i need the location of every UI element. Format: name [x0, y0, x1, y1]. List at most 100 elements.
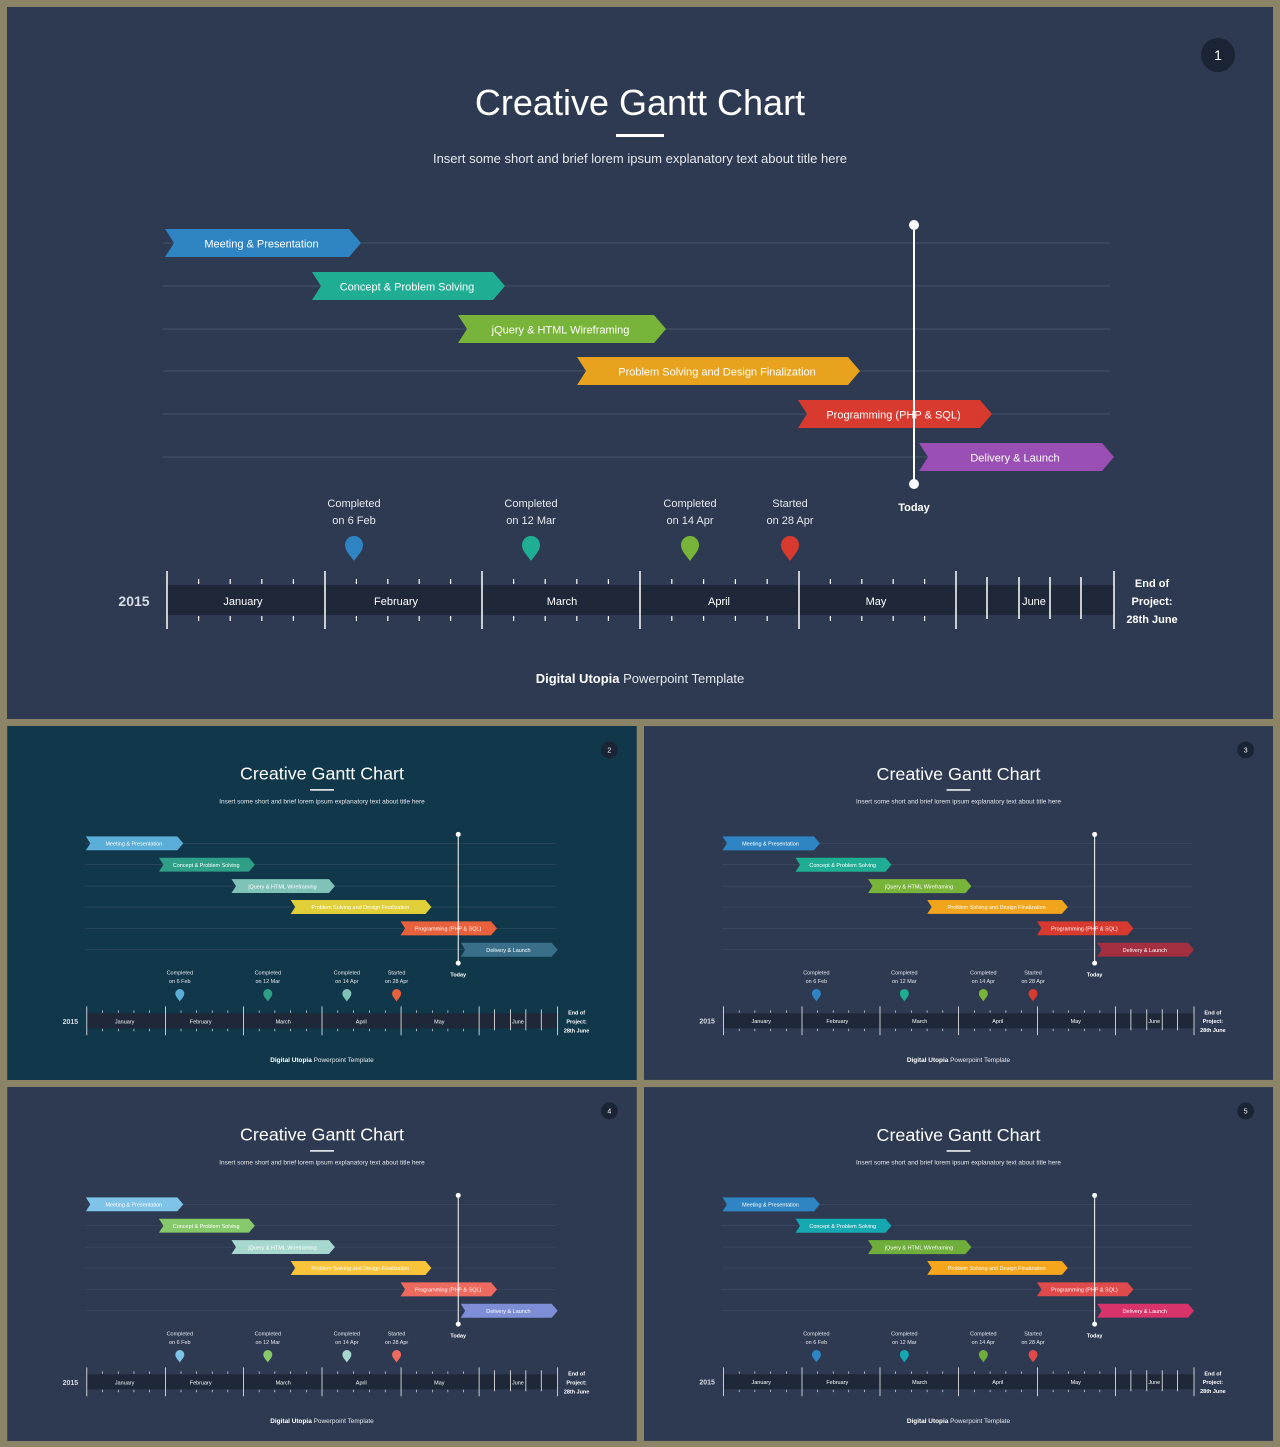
task-label[interactable]: Meeting & Presentation [742, 1203, 799, 1209]
task-bar-6[interactable]: Delivery & Launch [460, 942, 558, 957]
milestone-3[interactable]: Completed on 14 Apr [970, 971, 997, 1002]
task-label[interactable]: Concept & Problem Solving [809, 1224, 876, 1230]
task-arrow[interactable] [231, 879, 335, 894]
task-label[interactable]: jQuery & HTML Wireframing [491, 325, 630, 337]
task-bar-1[interactable]: Meeting & Presentation [722, 1197, 820, 1212]
task-label[interactable]: Problem Solving and Design Finalization [311, 1266, 409, 1272]
milestone-3[interactable]: Completed on 14 Apr [663, 498, 717, 561]
task-label[interactable]: Problem Solving and Design Finalization [948, 905, 1046, 911]
map-pin-icon[interactable] [263, 1350, 273, 1363]
task-arrow[interactable] [1097, 1303, 1195, 1318]
task-label[interactable]: jQuery & HTML Wireframing [247, 1245, 316, 1251]
task-arrow[interactable] [1037, 921, 1134, 936]
task-bar-3[interactable]: jQuery & HTML Wireframing [868, 1240, 972, 1255]
task-arrow[interactable] [290, 1261, 432, 1275]
task-bar-5[interactable]: Programming (PHP & SQL) [798, 400, 992, 428]
task-bar-2[interactable]: Concept & Problem Solving [795, 857, 892, 872]
task-arrow[interactable] [312, 272, 505, 300]
map-pin-icon[interactable] [522, 536, 540, 561]
task-label[interactable]: Concept & Problem Solving [173, 863, 240, 869]
task-arrow[interactable] [158, 857, 255, 872]
task-arrow[interactable] [290, 900, 432, 914]
map-pin-icon[interactable] [811, 1349, 821, 1363]
slide-5[interactable]: 5 Creative Gantt Chart Insert some short a… [644, 1087, 1273, 1441]
map-pin-icon[interactable] [899, 1349, 909, 1363]
milestone-3[interactable]: Completed on 14 Apr [334, 1332, 360, 1363]
task-label[interactable]: Delivery & Launch [486, 948, 530, 954]
task-label[interactable]: Problem Solving and Design Finalization [311, 905, 409, 911]
task-label[interactable]: Problem Solving and Design Finalization [618, 367, 816, 379]
task-bar-2[interactable]: Concept & Problem Solving [158, 1218, 255, 1233]
task-bar-3[interactable]: jQuery & HTML Wireframing [458, 315, 666, 343]
task-arrow[interactable] [927, 900, 1068, 914]
map-pin-icon[interactable] [175, 989, 185, 1002]
milestone-1[interactable]: Completed on 6 Feb [167, 1332, 193, 1363]
task-bar-3[interactable]: jQuery & HTML Wireframing [231, 1240, 335, 1255]
map-pin-icon[interactable] [175, 1350, 185, 1363]
task-bar-1[interactable]: Meeting & Presentation [85, 836, 184, 851]
task-bar-2[interactable]: Concept & Problem Solving [158, 857, 255, 872]
task-arrow[interactable] [1037, 1282, 1134, 1297]
task-label[interactable]: Programming (PHP & SQL) [415, 927, 482, 933]
map-pin-icon[interactable] [978, 988, 988, 1002]
task-bar-4[interactable]: Problem Solving and Design Finalization [577, 357, 860, 385]
milestone-1[interactable]: Completed on 6 Feb [803, 971, 830, 1002]
task-arrow[interactable] [722, 1197, 820, 1212]
task-label[interactable]: Concept & Problem Solving [809, 863, 876, 869]
task-arrow[interactable] [165, 229, 361, 257]
task-label[interactable]: Delivery & Launch [970, 453, 1059, 465]
task-bar-4[interactable]: Problem Solving and Design Finalization [290, 900, 432, 914]
slide-2[interactable]: 2 Creative Gantt Chart Insert some short a… [7, 726, 637, 1080]
task-label[interactable]: jQuery & HTML Wireframing [247, 884, 316, 890]
task-label[interactable]: Delivery & Launch [486, 1309, 530, 1315]
milestone-4[interactable]: Started on 28 Apr [1021, 1332, 1045, 1363]
task-arrow[interactable] [85, 836, 184, 851]
map-pin-icon[interactable] [342, 1350, 352, 1363]
task-arrow[interactable] [460, 942, 558, 957]
task-label[interactable]: Concept & Problem Solving [340, 282, 475, 294]
task-label[interactable]: Programming (PHP & SQL) [415, 1288, 482, 1294]
task-label[interactable]: Programming (PHP & SQL) [826, 410, 960, 422]
task-label[interactable]: jQuery & HTML Wireframing [884, 884, 953, 890]
map-pin-icon[interactable] [978, 1349, 988, 1363]
task-arrow[interactable] [458, 315, 666, 343]
task-label[interactable]: Delivery & Launch [1123, 948, 1167, 954]
task-label[interactable]: Problem Solving and Design Finalization [948, 1266, 1046, 1272]
slide-3[interactable]: 3 Creative Gantt Chart Insert some short a… [644, 726, 1273, 1080]
task-bar-1[interactable]: Meeting & Presentation [722, 836, 820, 851]
map-pin-icon[interactable] [811, 988, 821, 1002]
map-pin-icon[interactable] [899, 988, 909, 1002]
task-bar-5[interactable]: Programming (PHP & SQL) [1037, 921, 1134, 936]
task-arrow[interactable] [460, 1303, 558, 1318]
task-bar-2[interactable]: Concept & Problem Solving [795, 1218, 892, 1233]
task-arrow[interactable] [868, 1240, 972, 1255]
task-arrow[interactable] [400, 1282, 498, 1297]
milestone-2[interactable]: Completed on 12 Mar [891, 1332, 918, 1363]
task-bar-6[interactable]: Delivery & Launch [1097, 1303, 1195, 1318]
task-label[interactable]: Concept & Problem Solving [173, 1224, 240, 1230]
task-arrow[interactable] [795, 857, 892, 872]
task-arrow[interactable] [158, 1218, 255, 1233]
milestone-4[interactable]: Started on 28 Apr [385, 971, 409, 1002]
task-label[interactable]: Programming (PHP & SQL) [1051, 1288, 1118, 1294]
map-pin-icon[interactable] [392, 989, 402, 1002]
task-label[interactable]: Meeting & Presentation [742, 842, 799, 848]
task-bar-1[interactable]: Meeting & Presentation [85, 1197, 184, 1212]
milestone-2[interactable]: Completed on 12 Mar [255, 971, 281, 1002]
task-arrow[interactable] [1097, 942, 1195, 957]
task-bar-4[interactable]: Problem Solving and Design Finalization [927, 900, 1068, 914]
task-label[interactable]: Delivery & Launch [1123, 1309, 1167, 1315]
map-pin-icon[interactable] [392, 1350, 402, 1363]
task-arrow[interactable] [868, 879, 972, 894]
task-arrow[interactable] [927, 1261, 1068, 1275]
milestone-1[interactable]: Completed on 6 Feb [327, 498, 381, 561]
task-label[interactable]: Meeting & Presentation [204, 239, 318, 251]
map-pin-icon[interactable] [263, 989, 273, 1002]
milestone-2[interactable]: Completed on 12 Mar [504, 498, 558, 561]
task-bar-5[interactable]: Programming (PHP & SQL) [1037, 1282, 1134, 1297]
task-arrow[interactable] [722, 836, 820, 851]
task-label[interactable]: Meeting & Presentation [105, 1203, 162, 1209]
task-arrow[interactable] [231, 1240, 335, 1255]
task-bar-2[interactable]: Concept & Problem Solving [312, 272, 505, 300]
task-bar-6[interactable]: Delivery & Launch [919, 443, 1114, 471]
